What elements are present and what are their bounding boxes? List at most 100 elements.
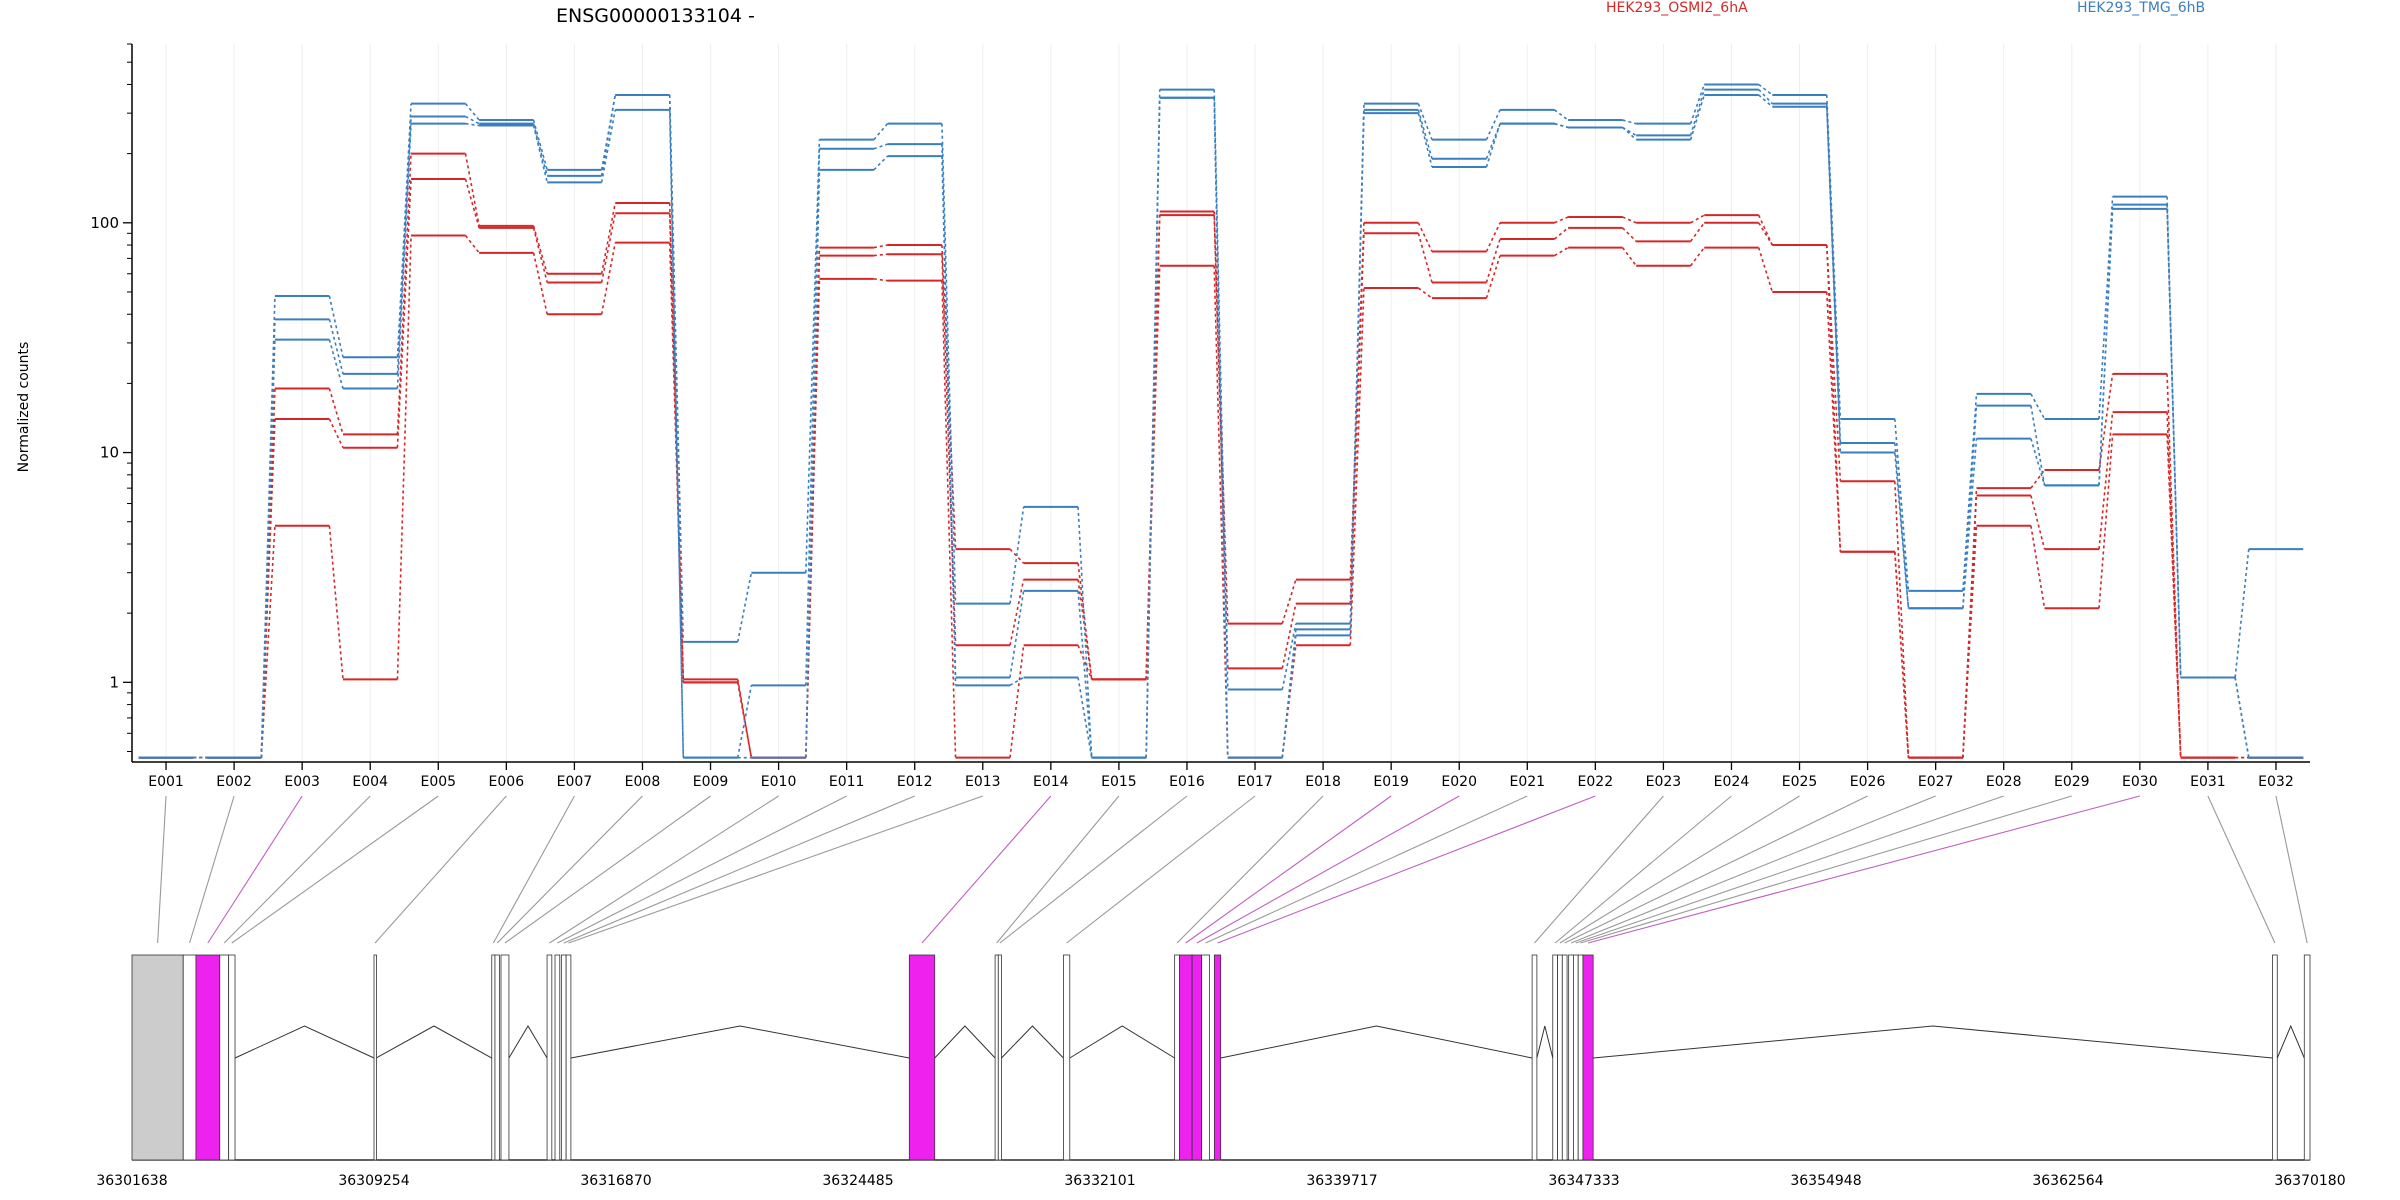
x-tick-label-E025: E025 — [1782, 774, 1818, 790]
connector-E002 — [189, 795, 235, 944]
connector-E018 — [1176, 795, 1324, 944]
series-connector — [193, 235, 2249, 759]
exon-block-E012 — [560, 954, 567, 1161]
x-tick-label-E003: E003 — [284, 774, 320, 790]
x-tick-label-E005: E005 — [420, 774, 456, 790]
exon-block-E001 — [131, 954, 184, 1161]
connector-E017 — [1066, 795, 1256, 944]
exon-block-E013 — [565, 954, 572, 1161]
y-axis-label: Normalized counts — [16, 342, 32, 473]
coordinate-label: 36347333 — [1548, 1173, 1619, 1189]
x-tick-label-E008: E008 — [625, 774, 661, 790]
connector-E024 — [1554, 795, 1732, 944]
x-tick-label-E029: E029 — [2054, 774, 2090, 790]
series-connector — [193, 94, 2250, 759]
connector-E011 — [557, 795, 847, 944]
connector-E030 — [1587, 795, 2140, 944]
exon-block-E028 — [1573, 954, 1579, 1161]
coordinate-label: 36339717 — [1306, 1173, 1377, 1189]
connector-E027 — [1570, 795, 1936, 944]
exon-connector-lines — [157, 795, 2308, 944]
x-tick-label-E018: E018 — [1305, 774, 1341, 790]
x-tick-label-E006: E006 — [489, 774, 525, 790]
exon-block-E024 — [1552, 954, 1558, 1161]
x-tick-label-E012: E012 — [897, 774, 933, 790]
plot-axes: 1 10 100 — [90, 43, 2310, 763]
connector-E023 — [1534, 795, 1664, 944]
exon-tick-labels: E001 E002 E003 E004 E005 E006 E007 E008 E009 E010… — [148, 762, 2294, 790]
exon-block-E030 — [1582, 954, 1594, 1161]
coordinate-label: 36362564 — [2032, 1173, 2103, 1189]
x-tick-label-E013: E013 — [965, 774, 1001, 790]
x-tick-label-E010: E010 — [761, 774, 797, 790]
exon-block-E004 — [219, 954, 230, 1161]
vertical-gridlines — [165, 44, 2277, 762]
connector-E006 — [374, 795, 507, 944]
genomic-coordinate-labels: 36301638 36309254 36316870 36324485 36332101… — [96, 1173, 2345, 1189]
x-tick-label-E022: E022 — [1578, 774, 1614, 790]
gene-title: ENSG00000133104 - — [556, 5, 755, 27]
connector-E022 — [1217, 795, 1596, 944]
connector-E031 — [2207, 795, 2276, 944]
connector-E015 — [996, 795, 1120, 944]
coordinate-label: 36324485 — [822, 1173, 893, 1189]
x-tick-label-E027: E027 — [1918, 774, 1954, 790]
connector-E016 — [999, 795, 1188, 944]
x-tick-label-E031: E031 — [2190, 774, 2226, 790]
intron-line — [570, 1025, 910, 1059]
x-tick-label-E028: E028 — [1986, 774, 2022, 790]
gene-model — [131, 954, 2311, 1161]
x-tick-label-E017: E017 — [1237, 774, 1273, 790]
intron-line — [1593, 1025, 2273, 1059]
exon-block-E023 — [1531, 954, 1538, 1161]
exon-block-E031 — [2272, 954, 2278, 1161]
coordinate-label: 36309254 — [338, 1173, 409, 1189]
exon-block-E015 — [994, 954, 999, 1161]
exon-block-E014 — [908, 954, 936, 1161]
connector-E021 — [1205, 795, 1528, 944]
exon-block-E011 — [554, 954, 561, 1161]
exon-block-E025 — [1557, 954, 1563, 1161]
coordinate-label: 36301638 — [96, 1173, 167, 1189]
x-tick-label-E011: E011 — [829, 774, 865, 790]
x-tick-label-E016: E016 — [1169, 774, 1205, 790]
intron-line — [1536, 1025, 1554, 1059]
connector-E008 — [496, 795, 643, 944]
coordinate-label: 36332101 — [1064, 1173, 1135, 1189]
connector-E009 — [504, 795, 711, 944]
connector-E025 — [1559, 795, 1800, 944]
x-tick-label-E023: E023 — [1646, 774, 1682, 790]
x-tick-label-E004: E004 — [352, 774, 388, 790]
exon-block-E026 — [1561, 954, 1568, 1161]
connector-E026 — [1564, 795, 1868, 944]
intron-line — [1001, 1025, 1064, 1059]
coordinate-label: 36354948 — [1790, 1173, 1861, 1189]
exon-block-E006 — [373, 954, 377, 1161]
series-lines — [138, 83, 2304, 759]
connector-E010 — [549, 795, 779, 944]
exon-block-E022 — [1213, 954, 1222, 1161]
connector-E003 — [207, 795, 303, 944]
connector-E013 — [568, 795, 983, 944]
x-tick-label-E007: E007 — [557, 774, 593, 790]
connector-E012 — [563, 795, 915, 944]
intron-line — [1220, 1025, 1533, 1059]
exon-block-E029 — [1577, 954, 1584, 1161]
connector-E007 — [492, 795, 575, 944]
connector-E032 — [2275, 795, 2308, 944]
exon-block-E016 — [997, 954, 1002, 1161]
connector-E028 — [1575, 795, 2004, 944]
x-tick-label-E014: E014 — [1033, 774, 1069, 790]
exon-block-E010 — [546, 954, 553, 1161]
x-tick-label-E032: E032 — [2258, 774, 2294, 790]
x-tick-label-E024: E024 — [1714, 774, 1750, 790]
x-tick-label-E009: E009 — [693, 774, 729, 790]
intron-line — [234, 1025, 375, 1059]
connector-E019 — [1185, 795, 1392, 944]
coordinate-label: 36316870 — [580, 1173, 651, 1189]
intron-line — [2276, 1024, 2305, 1059]
exon-block-E018 — [1174, 954, 1180, 1161]
x-tick-label-E019: E019 — [1373, 774, 1409, 790]
exon-block-E009 — [500, 954, 510, 1161]
